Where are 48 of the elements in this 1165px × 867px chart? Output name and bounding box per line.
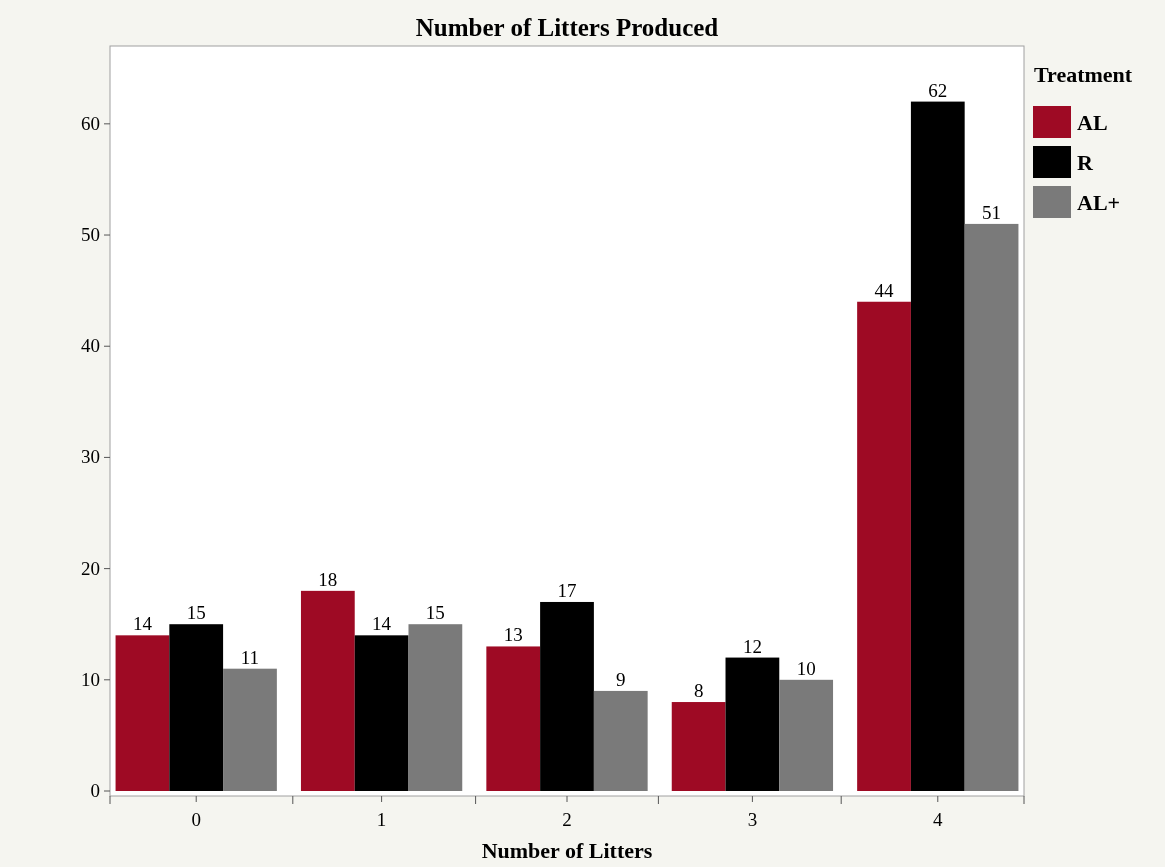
data-label: 11 [240,646,260,668]
bar [593,690,648,791]
bar [964,223,1019,791]
data-label: 15 [186,602,206,624]
legend-label: AL [1077,110,1108,135]
legend-label: AL+ [1077,190,1121,215]
bar [115,635,170,791]
y-tick-label: 60 [81,112,100,134]
data-label: 9 [616,668,626,690]
bar [857,301,911,791]
data-label: 62 [928,79,948,101]
data-label: 8 [693,680,704,702]
x-tick-label: 3 [747,809,758,830]
bar [540,601,594,791]
x-tick-label: 0 [191,809,201,830]
bar [671,702,726,791]
y-tick-label: 30 [81,446,100,468]
y-tick-label: 10 [81,668,100,690]
data-label: 18 [318,568,338,590]
y-tick-label: 40 [81,335,100,357]
bar [486,646,541,791]
bar [169,624,224,791]
x-tick-label: 4 [933,809,944,830]
data-label: 12 [742,635,762,657]
chart-title: Number of Litters Produced [415,14,719,41]
data-label: 14 [132,613,153,635]
x-axis-title: Number of Litters [481,838,653,863]
bar [779,679,834,791]
data-label: 13 [503,624,523,646]
bar [354,635,409,791]
x-tick-label: 2 [562,809,572,830]
y-tick-label: 0 [90,780,100,801]
bar [408,624,463,791]
data-label: 44 [874,279,895,301]
data-label: 14 [372,613,392,635]
bar [300,590,355,791]
bar [223,668,277,791]
y-tick-label: 50 [81,224,100,246]
bar [725,657,780,791]
data-label: 10 [796,657,816,679]
legend-label: R [1077,150,1094,175]
x-tick-label: 1 [376,809,387,830]
data-label: 17 [557,579,577,601]
bar [910,101,965,791]
legend-title: Treatment [1034,62,1133,87]
y-tick-label: 20 [81,557,100,579]
data-label: 15 [425,602,445,624]
data-label: 51 [982,201,1002,223]
